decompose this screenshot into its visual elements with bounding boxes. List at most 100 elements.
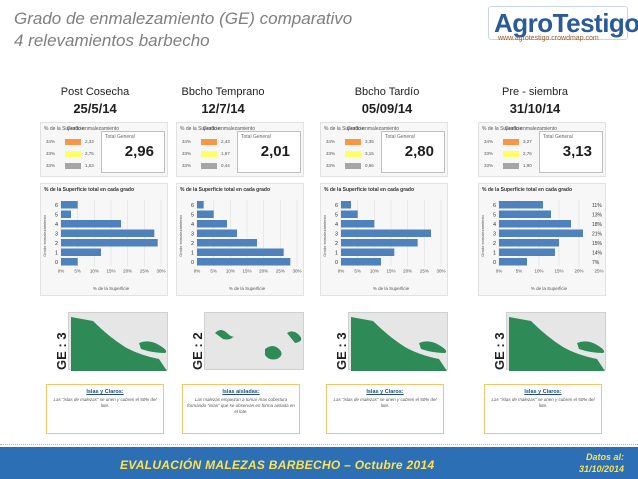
bar-grado-0 <box>499 258 527 266</box>
chart-panel: % de la Superficie total en cada grado Gr… <box>478 183 606 296</box>
y-tick-label: 4 <box>493 222 496 228</box>
total-general-box: Total General 3,13 <box>539 131 603 173</box>
x-tick-label: 10% <box>90 269 99 274</box>
bar-grado-0 <box>197 258 291 266</box>
row-value: 0,66 <box>365 163 374 168</box>
row-pct: 34% <box>484 139 494 144</box>
weed-coverage-map <box>215 330 302 360</box>
column-date: 05/09/14 <box>361 101 413 116</box>
datos-block: Datos al: 31/10/2014 <box>579 451 624 475</box>
weed-patch <box>351 317 447 371</box>
row-pct: 33% <box>46 163 56 168</box>
bar-grado-3 <box>197 229 237 237</box>
y-tick-label: 3 <box>493 231 496 237</box>
row-color-swatch <box>65 163 81 169</box>
y-tick-label: 5 <box>493 212 496 218</box>
description-card: Islas y Claros: Las "islas de malezas" se… <box>326 384 444 434</box>
lot-map <box>204 312 304 370</box>
y-tick-label: 5 <box>55 212 58 218</box>
y-tick-label: 2 <box>335 241 338 247</box>
table-header-pct: % de la Superficie <box>180 126 221 132</box>
row-value: 3,35 <box>365 139 374 144</box>
x-tick-label: 30% <box>156 269 165 274</box>
y-tick-label: 0 <box>55 260 58 266</box>
total-general-value: 3,13 <box>562 143 592 160</box>
ge-label: GE : 3 <box>492 332 507 370</box>
row-color-swatch <box>201 151 217 157</box>
y-axis-title: Grado enmalezamiento <box>480 214 485 256</box>
description-body: Las malezas empiezan a tomar mas cobertu… <box>187 397 295 414</box>
description-body: Las "islas de malezas" se unen y cubren … <box>53 397 157 408</box>
y-tick-label: 1 <box>335 250 338 256</box>
bar-grado-6 <box>61 201 78 209</box>
x-tick-label: 5% <box>74 269 81 274</box>
description-title: Islas y Claros: <box>524 389 562 395</box>
y-axis-title: Grado enmalezamiento <box>178 214 183 256</box>
bar-grado-6 <box>197 201 204 209</box>
x-tick-label: 5% <box>516 269 523 274</box>
bar-grado-6 <box>341 201 351 209</box>
row-color-swatch <box>65 139 81 145</box>
y-tick-label: 2 <box>493 241 496 247</box>
footer-divider <box>0 444 638 445</box>
x-tick-label: 20% <box>403 269 412 274</box>
description-title: Islas y Claros: <box>86 389 124 395</box>
y-tick-label: 6 <box>335 203 338 209</box>
x-tick-label: 0% <box>58 269 65 274</box>
x-tick-label: 0% <box>338 269 345 274</box>
x-tick-label: 10% <box>370 269 379 274</box>
row-color-swatch <box>345 151 361 157</box>
data-label: 21% <box>592 231 603 237</box>
x-tick-label: 5% <box>210 269 217 274</box>
y-tick-label: 4 <box>55 222 58 228</box>
bar-grado-1 <box>61 248 101 256</box>
weed-patch <box>215 330 302 360</box>
row-value: 1,53 <box>85 163 94 168</box>
bar-grado-6 <box>499 201 543 209</box>
row-pct: 33% <box>326 163 336 168</box>
y-tick-label: 6 <box>191 203 194 209</box>
bar-grado-5 <box>499 210 551 218</box>
row-color-swatch <box>201 139 217 145</box>
row-value: 1,67 <box>221 151 230 156</box>
total-general-label: Total General <box>385 134 415 140</box>
logo-frame <box>488 6 628 40</box>
total-general-value: 2,96 <box>124 143 154 160</box>
y-tick-label: 1 <box>55 250 58 256</box>
row-value: 2,75 <box>85 151 94 156</box>
column-label: Bbcho Tardío <box>354 86 420 98</box>
row-pct: 33% <box>46 151 56 156</box>
row-pct: 34% <box>182 139 192 144</box>
bar-chart: Grado enmalezamiento 0% 5% 10% 15% 20% 25% 6 11%… <box>480 200 604 291</box>
chart-title: % de la Superficie total en cada grado <box>482 187 573 193</box>
x-tick-label: 0% <box>194 269 201 274</box>
y-tick-label: 2 <box>191 241 194 247</box>
total-general-value: 2,01 <box>260 143 290 160</box>
x-tick-label: 20% <box>574 269 583 274</box>
y-tick-label: 3 <box>335 231 338 237</box>
row-pct: 33% <box>182 163 192 168</box>
x-tick-label: 10% <box>534 269 543 274</box>
total-general-box: Total General 2,96 <box>101 131 165 173</box>
description-body: Las "islas de malezas" se unen y cubren … <box>333 397 437 408</box>
datos-label: Datos al: <box>585 452 624 462</box>
chart-panel: % de la Superficie total en cada grado Gr… <box>320 183 448 296</box>
bar-grado-3 <box>499 229 583 237</box>
y-tick-label: 6 <box>493 203 496 209</box>
column-date: 31/10/14 <box>509 101 561 116</box>
row-color-swatch <box>201 163 217 169</box>
x-tick-label: 20% <box>259 269 268 274</box>
table-header-grado: Grado enmalezamiento <box>67 126 119 132</box>
summary-panel: % de la Superficie Grado enmalezamiento 34… <box>478 122 606 177</box>
table-header-pct: % de la Superficie <box>44 126 85 132</box>
row-color-swatch <box>503 139 519 145</box>
y-tick-label: 6 <box>55 203 58 209</box>
x-tick-label: 15% <box>554 269 563 274</box>
x-axis-label: % de la Superficie <box>531 286 568 291</box>
chart-title: % de la Superficie total en cada grado <box>180 187 271 193</box>
x-axis-label: % de la Superficie <box>229 286 266 291</box>
description-title: Islas y Claros: <box>366 389 404 395</box>
data-label: 14% <box>592 250 603 256</box>
x-tick-label: 25% <box>276 269 285 274</box>
y-tick-label: 5 <box>335 212 338 218</box>
